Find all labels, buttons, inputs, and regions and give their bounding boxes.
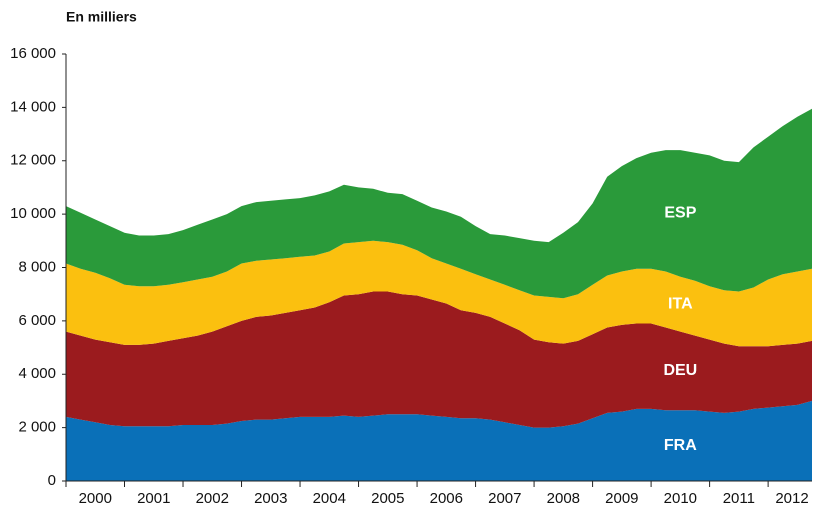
y-tick-label: 14 000 <box>10 98 56 115</box>
area <box>66 108 812 299</box>
x-tick-label: 2001 <box>137 490 170 507</box>
x-tick-label: 2005 <box>371 490 404 507</box>
area-label: ESP <box>664 205 696 222</box>
y-tick-label: 4 000 <box>18 365 56 382</box>
y-tick-label: 16 000 <box>10 45 56 62</box>
x-tick-label: 2012 <box>775 490 808 507</box>
y-tick-label: 2 000 <box>18 419 56 436</box>
y-tick-label: 12 000 <box>10 152 56 169</box>
x-tick-label: 2010 <box>664 490 697 507</box>
area <box>66 291 812 428</box>
area <box>66 240 812 347</box>
chart-title: En milliers <box>66 9 137 25</box>
x-tick-label: 2003 <box>254 490 287 507</box>
area-label: FRA <box>664 437 697 454</box>
x-tick-label: 2009 <box>605 490 638 507</box>
x-tick-label: 2011 <box>723 490 755 507</box>
x-tick-label: 2006 <box>430 490 463 507</box>
y-tick-label: 8 000 <box>18 258 56 275</box>
x-tick-label: 2004 <box>313 490 346 507</box>
y-tick-label: 0 <box>48 472 56 489</box>
x-tick-label: 2000 <box>79 490 112 507</box>
y-tick-label: 6 000 <box>18 312 56 329</box>
x-tick-label: 2008 <box>547 490 580 507</box>
area-label: DEU <box>663 362 697 379</box>
area-label: ITA <box>668 295 693 312</box>
y-tick-label: 10 000 <box>10 205 56 222</box>
x-tick-label: 2002 <box>196 490 229 507</box>
area <box>66 400 812 481</box>
x-tick-label: 2007 <box>488 490 521 507</box>
